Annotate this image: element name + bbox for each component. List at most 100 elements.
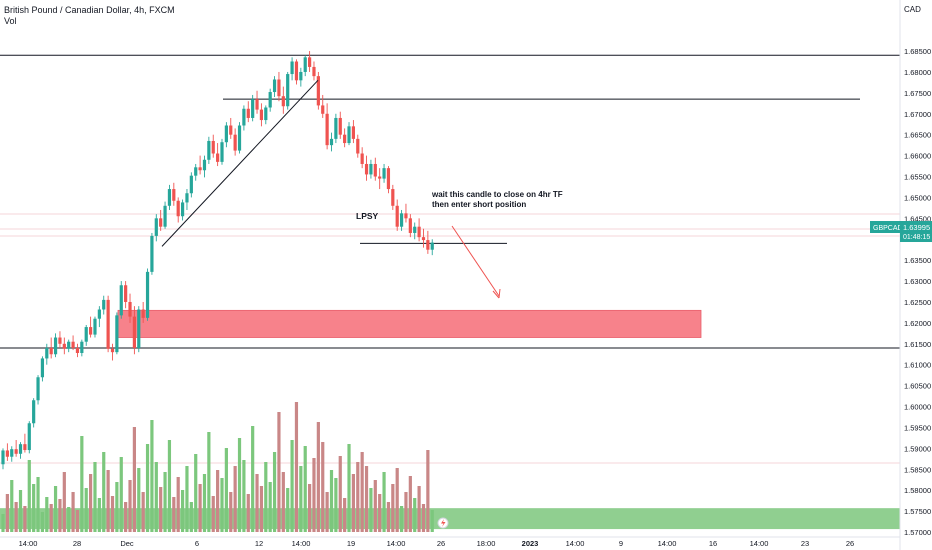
candle-body [115,315,119,353]
x-tick-label: 14:00 [387,539,406,548]
symbol-badge-bg [870,221,900,233]
y-tick-label: 1.58000 [904,486,931,495]
trendline[interactable] [161,79,319,247]
volume-bar [255,474,259,532]
candle-body [369,163,373,175]
volume-bar [211,496,215,532]
volume-bar [207,432,211,532]
x-tick-label: 14:00 [566,539,585,548]
volume-bar [290,440,294,532]
drawings[interactable] [161,79,501,299]
candle-body [343,134,347,144]
volume-bar [176,477,180,532]
volume-bar [242,460,246,532]
supply-zone[interactable] [117,309,702,338]
candle-body [207,140,211,160]
volume-bar [364,466,369,532]
volume-bar [303,446,307,532]
candle-body [364,163,369,175]
volume-bar [373,480,377,532]
volume-bar [154,462,158,532]
x-tick-label: 2023 [522,539,539,548]
volume-bar [75,510,80,532]
candle-body [216,153,220,162]
short-arrow-head[interactable] [492,288,501,299]
volume-bar [141,492,145,532]
candle-body [180,202,185,217]
x-tick-label: 14:00 [658,539,677,548]
currency-label: CAD [904,5,921,14]
x-tick-label: 14:00 [292,539,311,548]
volume-bar [23,506,27,532]
candle-body [189,175,193,194]
candle-body [75,347,80,353]
price-badge[interactable]: GBPCAD 1.63995 01:48:15 [870,221,932,242]
candle-body [413,226,417,233]
candle-body [373,163,377,177]
x-tick-label: 12 [255,539,263,548]
candle-body [259,109,264,121]
candle-body [53,337,58,355]
volume-bar [272,452,277,532]
horizontal-levels[interactable] [0,54,900,349]
volume-bar [132,427,136,532]
candle-body [119,285,123,316]
volume-bar [312,458,316,532]
candle-body [93,318,97,335]
candle-body [89,327,93,335]
volume-bar [408,476,412,532]
candle-body [211,140,215,154]
candle-body [10,449,14,457]
volume-bar [93,462,97,532]
volume-bar [119,457,123,532]
x-tick-label: 16 [709,539,717,548]
volume-bar [356,462,360,532]
chart-title: British Pound / Canadian Dollar, 4h, FXC… [4,5,175,15]
x-tick-label: 19 [347,539,355,548]
y-tick-label: 1.67000 [904,110,931,119]
volume-bar [308,484,312,532]
y-tick-label: 1.67500 [904,89,931,98]
volume-bar [40,512,45,532]
candle-body [237,125,242,151]
volume-bar [106,470,110,532]
candle-body [128,301,132,317]
candle-body [141,309,145,318]
candle-body [150,235,154,272]
note-line-2[interactable]: then enter short position [432,200,526,209]
candle-body [255,99,259,110]
volume-bar [426,450,430,532]
short-arrow[interactable] [451,225,500,297]
volume-bar [286,488,290,532]
volume-bar [395,468,399,532]
candle-body [294,61,299,81]
candle-body [277,79,281,97]
candle-body [14,449,18,454]
x-tick-label: 6 [195,539,199,548]
note-line-1[interactable]: wait this candle to close on 4hr TF [431,190,563,199]
candle-body [286,74,290,107]
candle-body [167,189,172,206]
volume-bar [145,444,150,532]
candle-body [202,159,207,171]
candle-body [102,299,106,310]
volume-bar [378,494,382,532]
candle-body [176,200,180,217]
lpsy-label[interactable]: LPSY [356,211,379,221]
volume-bar [386,502,391,532]
x-tick-label: 18:00 [477,539,496,548]
candle-body [290,61,294,75]
volume-bar [237,438,242,532]
x-tick-label: 23 [801,539,809,548]
lightning-icon[interactable] [437,517,449,529]
volume-bar [110,496,115,532]
volume-bar [150,420,154,532]
candle-body [338,117,342,135]
x-tick-label: Dec [120,539,134,548]
volume-bar [268,482,272,532]
candle-body [233,134,237,151]
volume-bar [124,502,128,532]
